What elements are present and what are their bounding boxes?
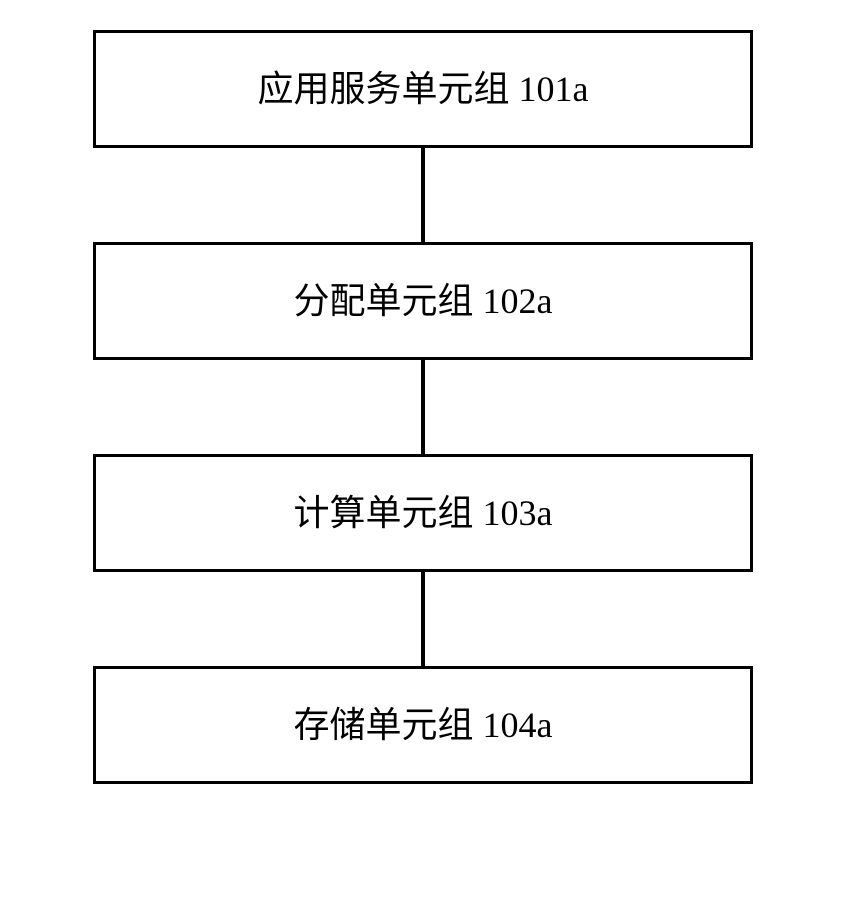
node-label: 分配单元组 102a [294,283,553,319]
edge-2-3 [421,360,425,454]
node-label: 计算单元组 103a [294,495,553,531]
node-label: 存储单元组 104a [294,707,553,743]
node-label: 应用服务单元组 101a [258,71,589,107]
node-allocation-unit-group: 分配单元组 102a [93,242,753,360]
node-application-service-unit-group: 应用服务单元组 101a [93,30,753,148]
edge-1-2 [421,148,425,242]
flowchart-container: 应用服务单元组 101a 分配单元组 102a 计算单元组 103a 存储单元组… [93,30,753,784]
edge-3-4 [421,572,425,666]
node-computation-unit-group: 计算单元组 103a [93,454,753,572]
node-storage-unit-group: 存储单元组 104a [93,666,753,784]
